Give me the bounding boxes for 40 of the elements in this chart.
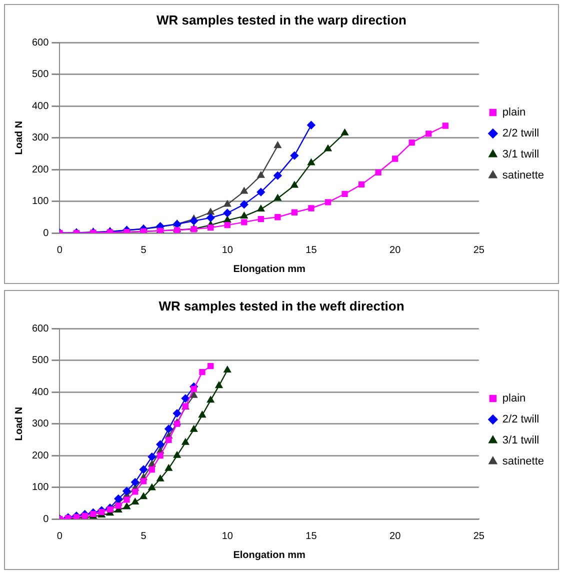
- legend-label: plain: [502, 106, 526, 119]
- y-axis-title: Load N: [14, 406, 25, 441]
- x-tick-label: 15: [306, 530, 318, 542]
- y-tick-label: 500: [32, 69, 50, 80]
- y-tick-label: 100: [32, 196, 50, 208]
- x-axis-title: Elongation mm: [233, 550, 306, 561]
- x-tick-label: 20: [390, 530, 402, 542]
- legend-label: satinette: [502, 456, 544, 468]
- legend-label: 2/2 twill: [502, 128, 540, 140]
- x-tick-label: 5: [140, 244, 147, 256]
- x-tick-label: 25: [473, 530, 485, 542]
- x-tick-label: 5: [140, 530, 147, 542]
- x-tick-label: 20: [390, 244, 402, 256]
- y-tick-label: 300: [32, 418, 50, 430]
- y-tick-label: 0: [43, 514, 50, 525]
- legend-label: 3/1 twill: [502, 434, 540, 447]
- x-tick-label: 10: [222, 244, 234, 256]
- x-tick-label: 25: [473, 244, 485, 256]
- legend-label: 3/1 twill: [502, 148, 540, 161]
- legend-label: plain: [502, 392, 526, 405]
- x-tick-label: 0: [56, 244, 63, 256]
- x-tick-label: 15: [306, 244, 318, 256]
- x-axis-title: Elongation mm: [233, 264, 306, 275]
- y-tick-label: 200: [32, 450, 50, 462]
- y-tick-label: 0: [43, 228, 50, 239]
- y-tick-label: 100: [32, 482, 50, 494]
- legend-label: 2/2 twill: [502, 414, 540, 426]
- y-tick-label: 300: [32, 132, 50, 144]
- y-tick-label: 500: [32, 355, 50, 366]
- chart-title: WR samples tested in the weft direction: [158, 298, 404, 314]
- legend-label: satinette: [502, 170, 544, 182]
- x-tick-label: 0: [56, 530, 63, 542]
- y-tick-label: 600: [32, 37, 50, 48]
- y-tick-label: 200: [32, 164, 50, 176]
- x-tick-label: 10: [222, 530, 234, 542]
- y-axis-title: Load N: [14, 120, 25, 155]
- y-tick-label: 400: [32, 386, 50, 398]
- y-tick-label: 400: [32, 100, 50, 112]
- chart-title: WR samples tested in the warp direction: [156, 12, 407, 28]
- y-tick-label: 600: [32, 323, 50, 334]
